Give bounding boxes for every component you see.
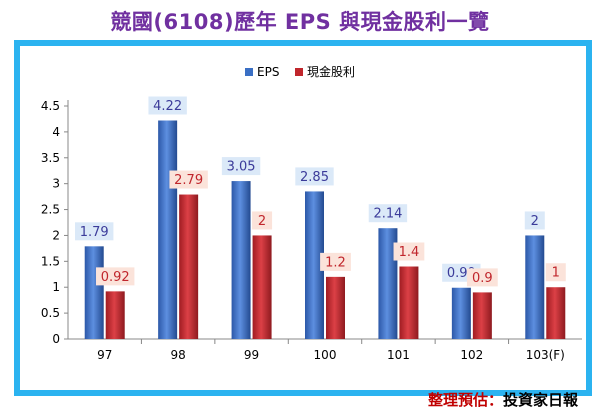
x-tick-label: 102 [460,348,483,362]
eps-bar [305,191,324,339]
dividend-bar [472,292,492,339]
dividend-data-label: 1.4 [399,245,420,260]
y-tick-label: 3.5 [41,151,60,165]
eps-label-box [148,96,187,115]
dividend-label-box [393,242,425,261]
eps-data-label: 1.79 [80,225,109,240]
dividend-label-box [545,263,566,282]
dividend-bar [179,194,199,339]
eps-data-label: 4.22 [153,99,182,114]
y-tick-label: 2.5 [41,203,60,217]
dividend-label-box [96,267,135,286]
legend-label-eps: EPS [257,65,279,79]
dividend-data-label: 2.79 [174,173,203,188]
eps-bar [525,235,545,339]
eps-label-box [524,211,545,230]
dividend-bar [399,266,419,339]
eps-bar [451,287,471,339]
eps-data-label: 3.05 [227,160,256,175]
source-label: 整理預估： [427,391,503,409]
y-tick-label: 1.5 [41,254,60,268]
dividend-data-label: 0.9 [472,271,493,286]
x-tick-label: 98 [171,348,186,362]
y-tick-label: 0 [52,332,60,346]
x-tick-label: 99 [244,348,259,362]
y-tick-label: 4 [52,125,60,139]
dividend-label-box [169,170,208,189]
eps-bar [378,228,398,339]
eps-data-label: 2 [531,214,539,229]
eps-label-box [368,204,408,223]
dividend-bar [105,291,125,339]
legend-swatch-eps [245,68,253,76]
y-tick-label: 3 [52,177,60,191]
eps-label-box [221,157,261,176]
dividend-label-box [466,268,498,287]
source-credit: 整理預估：投資家日報 [428,389,578,410]
legend-swatch-dividend [295,68,303,76]
dividend-label-box [252,211,273,230]
x-tick-label: 97 [97,348,112,362]
y-tick-label: 0.5 [41,306,60,320]
dividend-data-label: 1 [552,266,560,281]
eps-label-box [75,222,114,241]
dividend-data-label: 2 [258,214,266,229]
dividend-bar [546,287,566,339]
eps-bar [84,246,104,339]
source-name: 投資家日報 [502,391,578,409]
eps-bar [158,120,178,340]
y-tick-label: 4.5 [41,99,60,113]
x-tick-label: 101 [387,348,410,362]
eps-data-label: 2.14 [373,207,402,222]
chart-title: 競國(6108)歷年 EPS 與現金股利一覽 [110,10,490,34]
chart-frame: 0 0.5 1 1.5 2 2.5 3 3.5 4 4.5 97 1.79 0.92 98 4.22 2.79… [14,40,592,396]
eps-label-box [295,167,334,186]
dividend-data-label: 0.92 [101,270,130,285]
x-tick-label: 100 [314,348,337,362]
eps-bar [231,181,251,339]
dividend-data-label: 1.2 [325,255,346,270]
bar-chart: 00.511.522.533.544.5971.790.92984.222.79… [41,64,582,362]
y-tick-label: 2 [52,228,60,242]
y-tick-label: 1 [52,280,60,294]
legend-label-dividend: 現金股利 [307,64,355,79]
x-tick-label: 103(F) [526,348,565,362]
dividend-bar [326,276,345,339]
dividend-bar [252,235,272,339]
dividend-label-box [320,252,351,271]
eps-data-label: 2.85 [300,170,329,185]
